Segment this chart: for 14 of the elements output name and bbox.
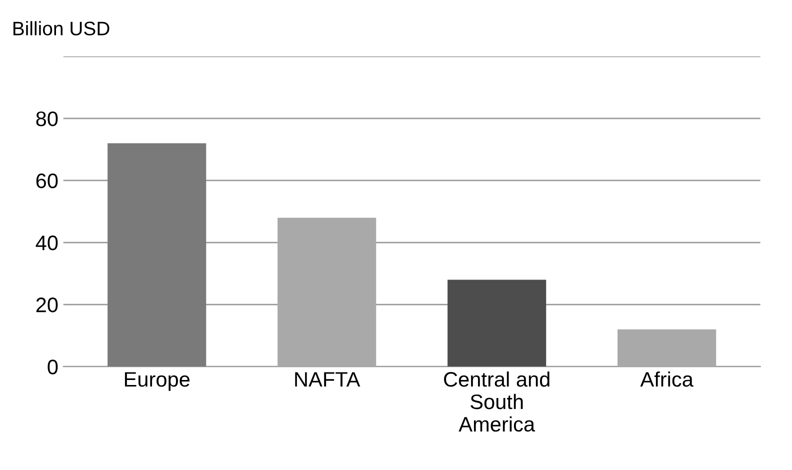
- x-tick-label: NAFTA: [295, 372, 360, 387]
- bar: [618, 329, 716, 367]
- y-tick-label: 0: [48, 360, 58, 374]
- x-tick-label: Central and South America: [444, 371, 550, 432]
- bar: [278, 218, 376, 367]
- x-tick-label: Africa: [640, 371, 694, 387]
- y-tick-label: 80: [36, 111, 58, 126]
- y-tick-label: 40: [36, 236, 58, 250]
- bar: [108, 143, 206, 367]
- x-tick-label: Europe: [124, 372, 190, 391]
- y-tick-label: 60: [36, 173, 58, 188]
- y-tick-label: 20: [36, 298, 58, 312]
- bar: [448, 280, 546, 367]
- y-axis-title: Billion USD: [13, 21, 110, 36]
